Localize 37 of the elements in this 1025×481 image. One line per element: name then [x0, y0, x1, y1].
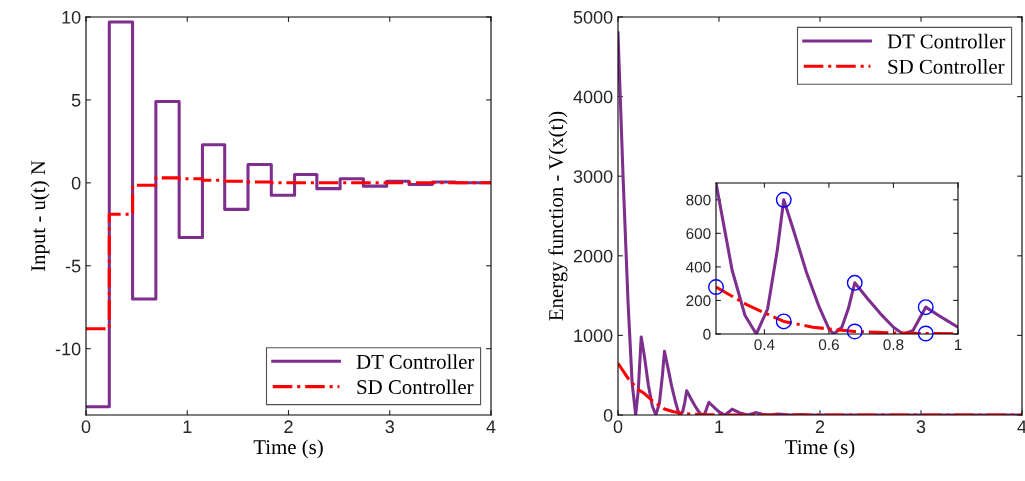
x-tick-label: 0.4 — [754, 339, 775, 351]
x-tick-label: 1 — [715, 420, 724, 433]
x-tick-label: 0.8 — [883, 339, 904, 351]
x-tick-label: 4 — [486, 420, 496, 433]
legend-label: SD Controller — [888, 59, 1005, 74]
x-tick-label: 3 — [385, 420, 394, 434]
x-tick-label: 1 — [183, 420, 192, 433]
x-axis-title: Time (s) — [253, 439, 323, 459]
legend-label: DT Controller — [887, 33, 1006, 49]
y-tick-label: 0 — [703, 328, 711, 340]
y-tick-label: 5 — [71, 94, 81, 107]
x-tick-label: 0 — [613, 420, 623, 434]
legend-label: SD Controller — [357, 379, 474, 395]
x-tick-label: 1 — [954, 339, 962, 350]
y-tick-label: 200 — [686, 295, 711, 307]
y-tick-label: 400 — [686, 261, 711, 273]
y-tick-label: -5 — [65, 259, 81, 273]
y-tick-label: 4000 — [573, 90, 613, 104]
y-tick-label: 5000 — [573, 10, 613, 24]
y-tick-label: 0 — [71, 176, 81, 190]
x-tick-label: 0.6 — [818, 339, 839, 351]
legend-label: DT Controller — [356, 354, 475, 369]
x-tick-label: 3 — [916, 420, 926, 434]
x-tick-label: 0 — [81, 420, 91, 434]
y-tick-label: 0 — [603, 408, 613, 422]
y-tick-label: 2000 — [573, 249, 613, 263]
y-axis-title: Energy function - V(x(t)) — [548, 111, 568, 321]
y-tick-label: 600 — [686, 228, 711, 240]
x-tick-label: 2 — [815, 420, 825, 433]
y-tick-label: -10 — [55, 342, 81, 356]
y-axis-title: Input - u(t) N — [30, 160, 50, 272]
y-tick-label: 1000 — [574, 329, 613, 343]
x-tick-label: 2 — [284, 420, 293, 433]
y-tick-label: 10 — [62, 10, 81, 24]
y-tick-label: 800 — [686, 194, 711, 206]
x-axis-title: Time (s) — [785, 439, 855, 459]
y-tick-label: 3000 — [573, 170, 613, 183]
